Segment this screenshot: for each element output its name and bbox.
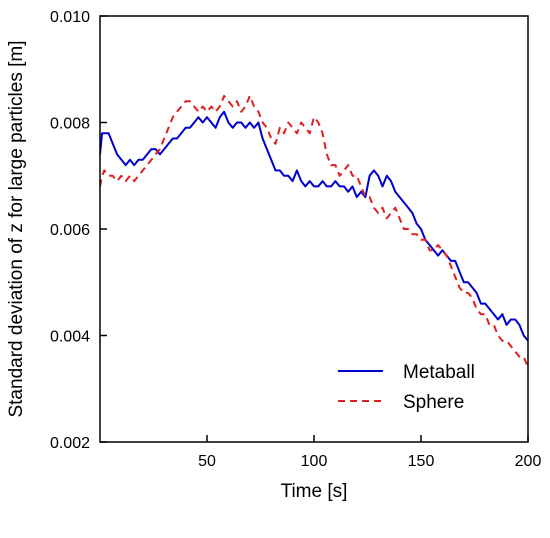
series-line-metaball (100, 110, 528, 342)
legend: Metaball Sphere (338, 362, 475, 413)
x-axis: 50 100 150 200 (198, 435, 541, 470)
y-tick-label: 0.006 (50, 222, 90, 239)
x-axis-title: Time [s] (281, 481, 348, 502)
legend-label-sphere: Sphere (403, 392, 464, 413)
x-tick-label: 200 (515, 453, 542, 470)
y-tick-label: 0.010 (50, 9, 90, 26)
legend-label-metaball: Metaball (403, 362, 475, 383)
y-axis: 0.002 0.004 0.006 0.008 0.010 (50, 9, 107, 452)
x-tick-label: 100 (301, 453, 328, 470)
y-tick-label: 0.008 (50, 116, 90, 133)
y-axis-title: Standard deviation of z for large partic… (6, 40, 27, 417)
x-tick-label: 50 (198, 453, 216, 470)
plot-lines (100, 94, 528, 368)
y-tick-label: 0.002 (50, 435, 90, 452)
series-line-sphere (100, 94, 528, 368)
y-tick-label: 0.004 (50, 329, 90, 346)
x-tick-label: 150 (408, 453, 435, 470)
